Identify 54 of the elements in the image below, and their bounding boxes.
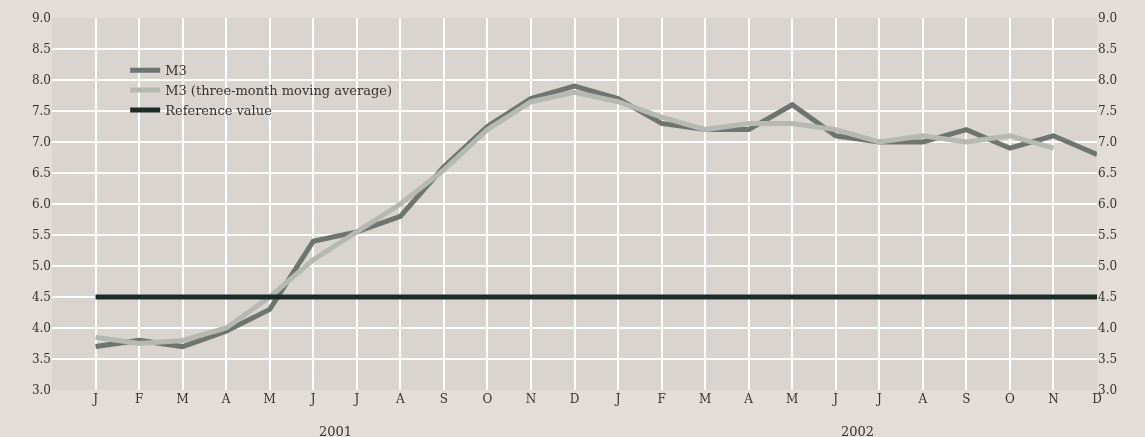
x-tick-label: D <box>569 392 580 406</box>
x-tick-label: M <box>176 392 189 406</box>
y2-tick-label: 6.5 <box>1098 166 1118 181</box>
x-tick-label: N <box>525 392 537 406</box>
text: 2002 <box>841 424 875 437</box>
x-tick-label: O <box>482 392 493 406</box>
y2-tick-label: 6.0 <box>1098 197 1118 212</box>
y2-tick-label: 5.5 <box>1098 228 1118 243</box>
x-tick-label: S <box>962 392 971 406</box>
y-tick-label: 4.0 <box>31 321 51 336</box>
x-tick-label: D <box>1092 392 1102 406</box>
y2-tick-label: 8.0 <box>1098 73 1118 88</box>
x-tick-label: J <box>874 392 882 406</box>
x-tick-label: J <box>831 392 839 406</box>
y2-tick-label: 3.5 <box>1098 352 1118 367</box>
x-tick-label: J <box>613 392 621 406</box>
y-tick-label: 7.5 <box>31 104 51 119</box>
y2-tick-label: 4.0 <box>1098 321 1118 336</box>
y-tick-label: 8.0 <box>31 73 51 88</box>
legend-label: M3 (three-month moving average) <box>165 83 393 99</box>
y-tick-label: 4.5 <box>31 290 51 305</box>
y-tick-label: 5.5 <box>31 228 51 243</box>
y2-tick-label: 7.0 <box>1098 135 1118 150</box>
x-tick-label: J <box>352 392 360 406</box>
y-tick-label: 6.0 <box>31 197 51 212</box>
y-tick-label: 5.0 <box>31 259 51 274</box>
y-tick-label: 3.0 <box>31 383 51 398</box>
x-tick-label: A <box>917 392 928 406</box>
y-tick-label: 6.5 <box>31 166 51 181</box>
y2-tick-label: 5.0 <box>1098 259 1118 274</box>
x-tick-label: J <box>91 392 99 406</box>
y2-tick-label: 9.0 <box>1098 11 1118 26</box>
x-tick-label: A <box>394 392 405 406</box>
y-tick-label: 9.0 <box>31 11 51 26</box>
y-tick-label: 7.0 <box>31 135 51 150</box>
x-tick-label: S <box>439 392 448 406</box>
x-tick-label: A <box>743 392 754 406</box>
y2-tick-label: 7.5 <box>1098 104 1118 119</box>
text: 2001 <box>319 424 353 437</box>
x-tick-label: N <box>1048 392 1059 406</box>
x-tick-label: F <box>657 392 666 406</box>
y-tick-label: 3.5 <box>31 352 51 367</box>
y-tick-label: 8.5 <box>31 42 51 57</box>
x-tick-label: M <box>698 392 712 406</box>
x-tick-label: F <box>134 392 144 406</box>
legend-label: Reference value <box>165 103 273 119</box>
x-tick-label: A <box>220 392 231 406</box>
x-tick-label: O <box>1005 392 1015 406</box>
y2-tick-label: 8.5 <box>1098 42 1118 57</box>
x-tick-label: M <box>263 392 276 406</box>
x-tick-label: M <box>786 392 799 406</box>
legend-label: M3 <box>165 63 187 79</box>
y2-tick-label: 4.5 <box>1098 290 1118 305</box>
x-tick-label: J <box>308 392 316 406</box>
